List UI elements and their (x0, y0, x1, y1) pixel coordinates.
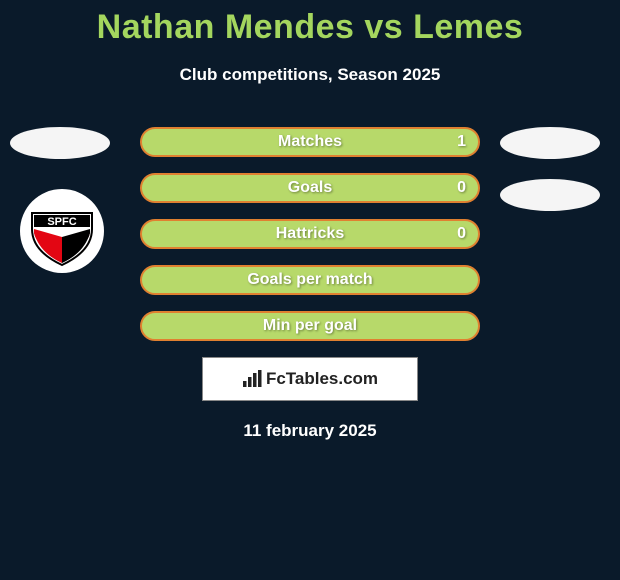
stat-bars: Matches1Goals0Hattricks0Goals per matchM… (140, 127, 480, 341)
stat-bar: Min per goal (140, 311, 480, 341)
stat-bar-value: 0 (457, 225, 466, 243)
comparison-content: SPFC Matches1Goals0Hattricks0Goals per m… (0, 127, 620, 441)
stat-bar-label: Hattricks (142, 225, 478, 243)
branding-text: FcTables.com (266, 369, 378, 389)
right-player-ellipse-1 (500, 127, 600, 159)
stat-bar-label: Goals per match (142, 271, 478, 289)
stat-bar: Goals per match (140, 265, 480, 295)
stat-bar-label: Min per goal (142, 317, 478, 335)
subtitle: Club competitions, Season 2025 (0, 65, 620, 85)
stat-bar: Matches1 (140, 127, 480, 157)
stat-bar-label: Matches (142, 133, 478, 151)
bars-icon (242, 370, 264, 388)
left-player-ellipse (10, 127, 110, 159)
svg-text:SPFC: SPFC (47, 216, 76, 228)
stat-bar: Goals0 (140, 173, 480, 203)
club-logo: SPFC (20, 189, 104, 273)
stat-bar: Hattricks0 (140, 219, 480, 249)
stat-bar-value: 0 (457, 179, 466, 197)
right-player-ellipse-2 (500, 179, 600, 211)
stat-bar-value: 1 (457, 133, 466, 151)
branding-box: FcTables.com (202, 357, 418, 401)
stat-bar-label: Goals (142, 179, 478, 197)
fctables-logo: FcTables.com (242, 369, 378, 389)
date-label: 11 february 2025 (0, 421, 620, 441)
page-title: Nathan Mendes vs Lemes (0, 0, 620, 47)
